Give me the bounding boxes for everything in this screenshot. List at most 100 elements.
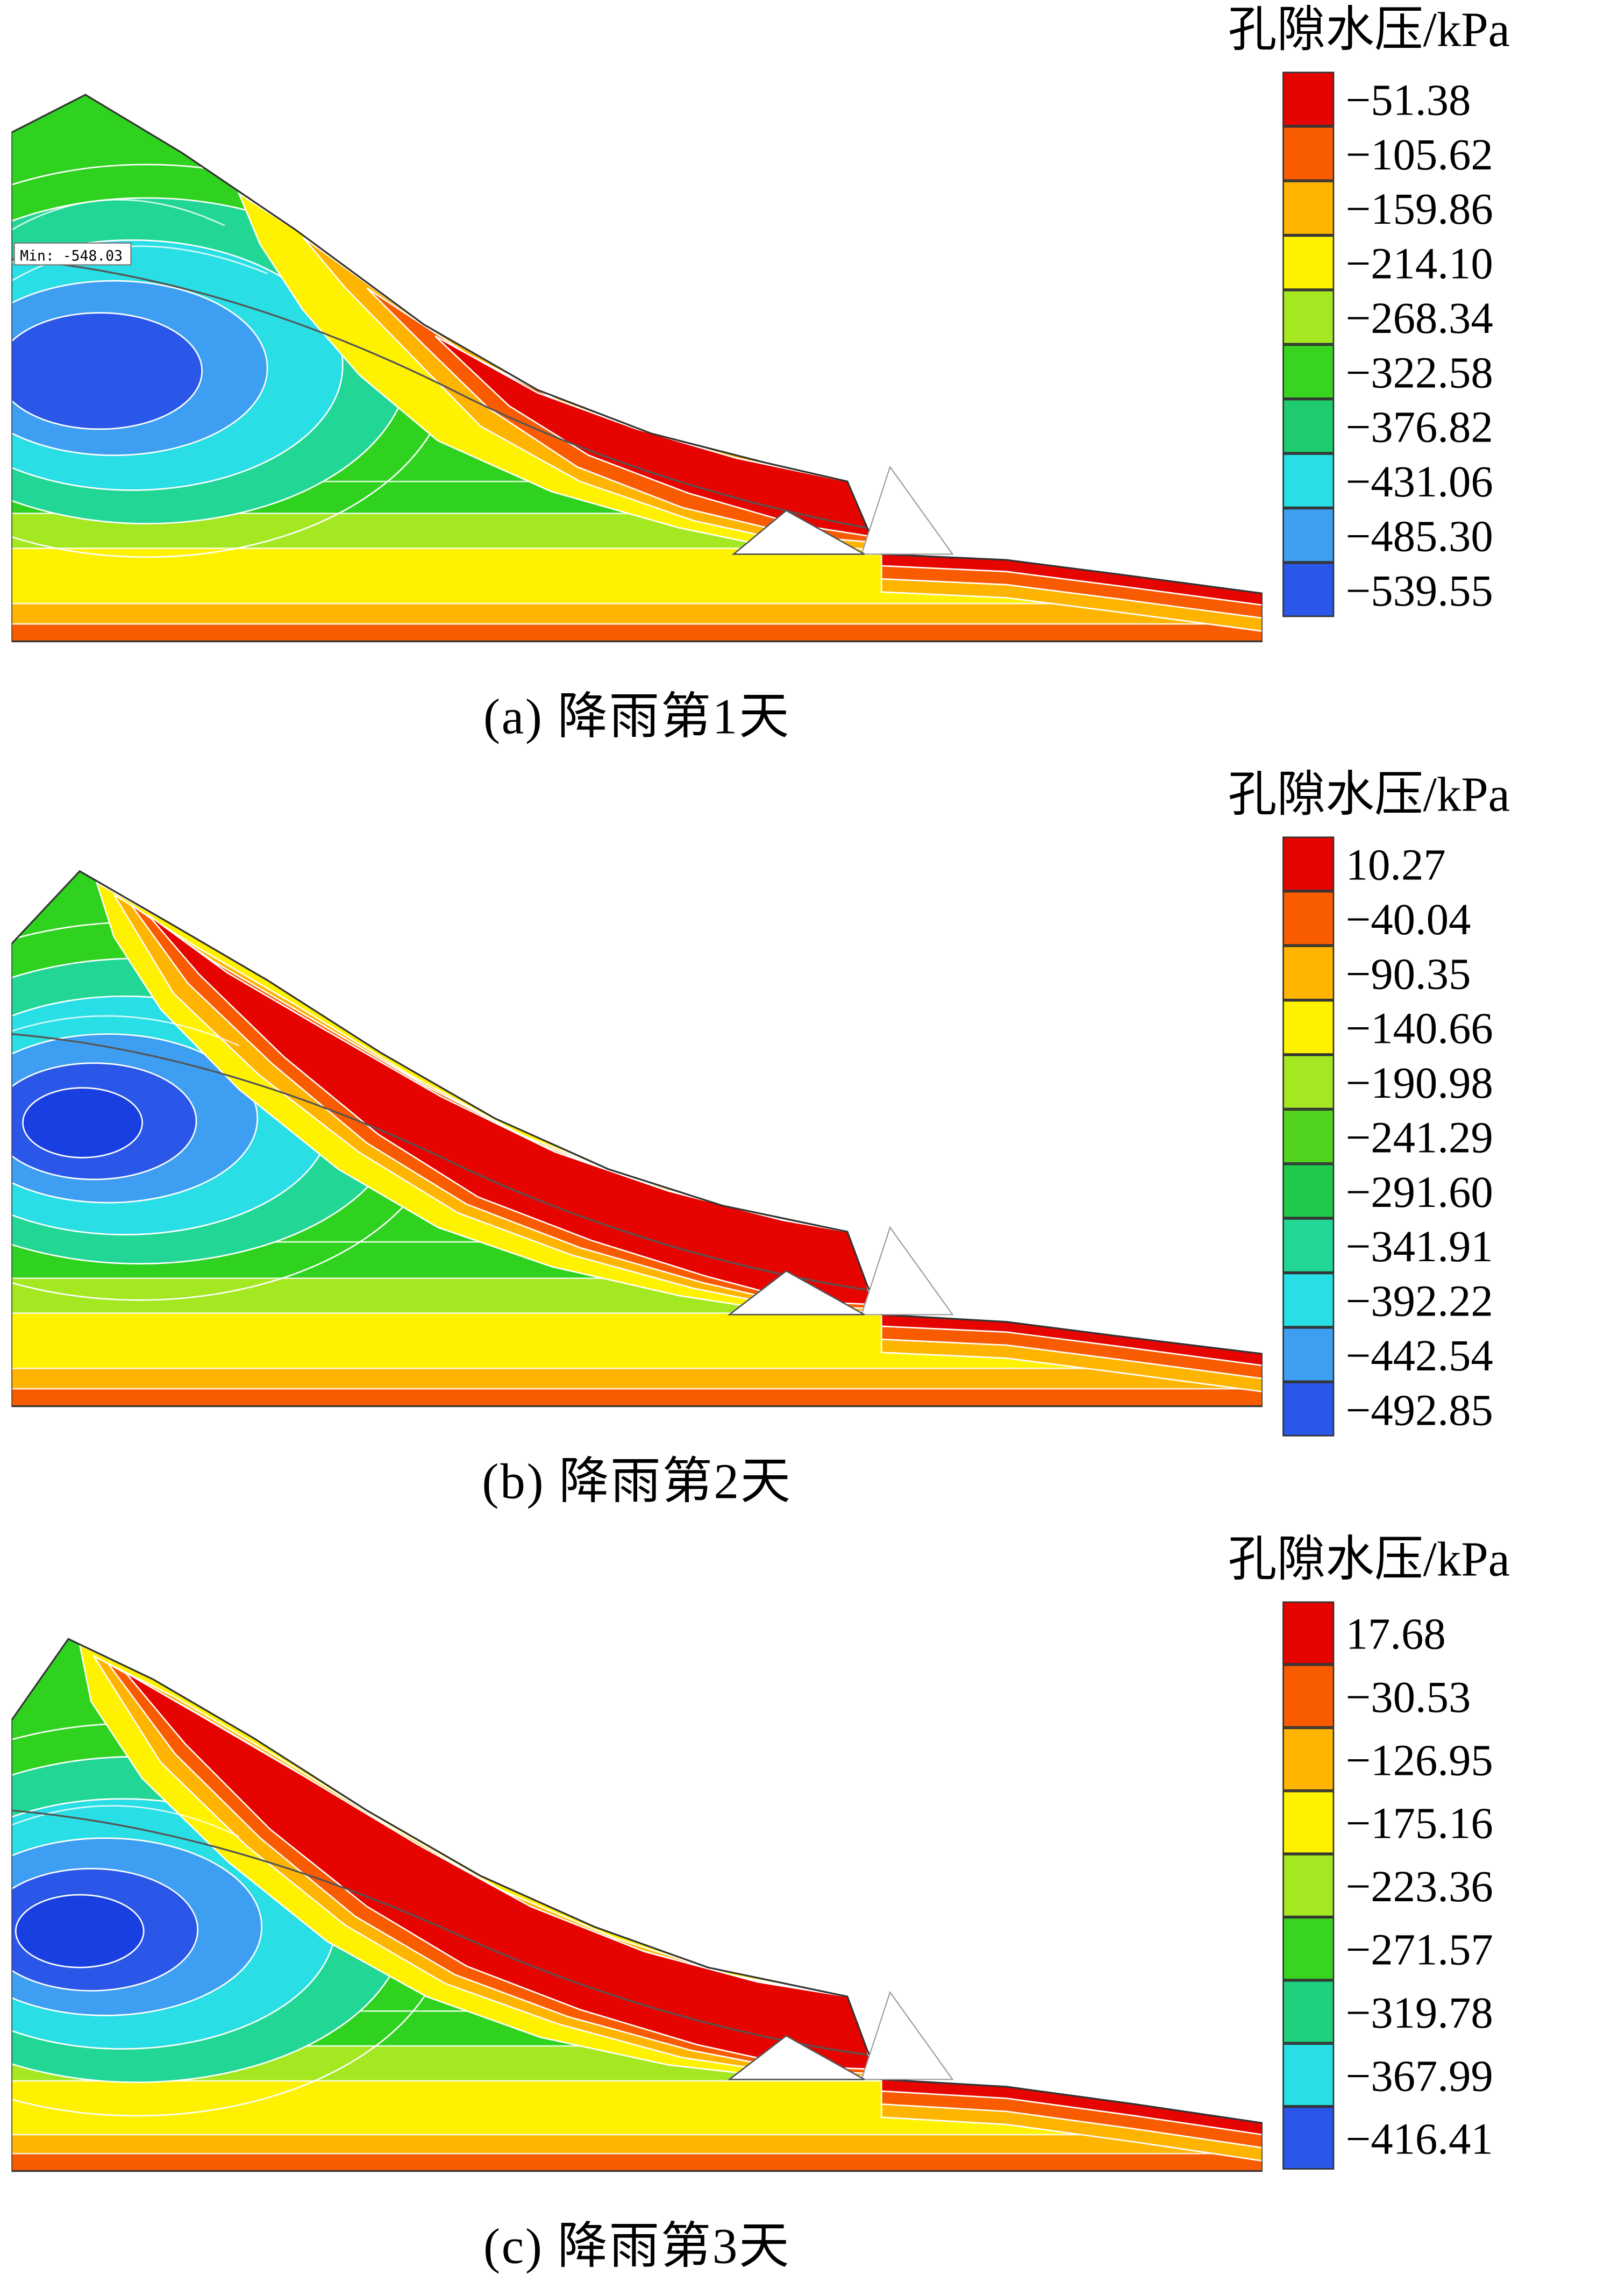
cold-navy-core bbox=[15, 1894, 145, 1968]
legend-row: −126.95 bbox=[1282, 1728, 1609, 1792]
slip-line bbox=[11, 1809, 868, 2056]
legend-swatch bbox=[1282, 508, 1335, 563]
contour-plot-day1: Min: -548.03 bbox=[11, 94, 1263, 643]
cold-navy-core bbox=[22, 1087, 143, 1158]
legend-row: −485.30 bbox=[1282, 508, 1609, 564]
legend-swatch bbox=[1282, 1000, 1335, 1055]
legend-title: 孔隙水压/kPa bbox=[1228, 1534, 1510, 1587]
legend-value: −341.91 bbox=[1345, 1220, 1493, 1271]
band-red bbox=[124, 1672, 874, 2070]
legend-row: 10.27 bbox=[1282, 837, 1609, 892]
legend-row: −539.55 bbox=[1282, 563, 1609, 618]
legend-row: −319.78 bbox=[1282, 1980, 1609, 2044]
caption-day2: (b) 降雨第2天 bbox=[482, 1453, 792, 1510]
legend-swatch bbox=[1282, 399, 1335, 454]
legend-swatch bbox=[1282, 1791, 1335, 1854]
contour-plot-day3 bbox=[11, 1638, 1263, 2172]
legend-row: −190.98 bbox=[1282, 1055, 1609, 1110]
legend-row: −322.58 bbox=[1282, 345, 1609, 400]
legend-swatch bbox=[1282, 837, 1335, 892]
legend-swatch bbox=[1282, 946, 1335, 1001]
legend-day1: 孔隙水压/kPa −51.38 −105.62 −159.86 −214.10 −268… bbox=[1228, 3, 1610, 618]
legend-swatch bbox=[1282, 1917, 1335, 1981]
legend-swatch bbox=[1282, 1665, 1335, 1729]
contour-fill-region bbox=[11, 95, 1263, 642]
legend-swatch bbox=[1282, 1055, 1335, 1110]
legend-value: −367.99 bbox=[1345, 2050, 1493, 2101]
legend-row: −90.35 bbox=[1282, 946, 1609, 1001]
legend-row: −175.16 bbox=[1282, 1791, 1609, 1855]
legend-row: −291.60 bbox=[1282, 1164, 1609, 1219]
legend-value: −30.53 bbox=[1345, 1671, 1471, 1722]
legend-swatch bbox=[1282, 1602, 1335, 1665]
legend-value: −271.57 bbox=[1345, 1924, 1493, 1974]
legend-row: −214.10 bbox=[1282, 236, 1609, 291]
legend-value: −539.55 bbox=[1345, 565, 1493, 616]
legend-value: −175.16 bbox=[1345, 1797, 1493, 1848]
legend-value: −431.06 bbox=[1345, 456, 1493, 507]
legend-row: −442.54 bbox=[1282, 1327, 1609, 1383]
legend-value: −492.85 bbox=[1345, 1384, 1493, 1435]
legend-row: −223.36 bbox=[1282, 1854, 1609, 1918]
caption-day1: (a) 降雨第1天 bbox=[483, 688, 791, 745]
legend-swatch bbox=[1282, 181, 1335, 236]
legend-value: −214.10 bbox=[1345, 238, 1493, 288]
legend-value: −90.35 bbox=[1345, 948, 1471, 999]
legend-value: −105.62 bbox=[1345, 129, 1493, 179]
legend-title: 孔隙水压/kPa bbox=[1228, 769, 1510, 822]
legend-day2: 孔隙水压/kPa 10.27 −40.04 −90.35 −140.66 −190.98… bbox=[1228, 767, 1610, 1437]
min-annotation-text: Min: -548.03 bbox=[20, 247, 123, 264]
legend-value: −241.29 bbox=[1345, 1112, 1493, 1162]
bench-wedge bbox=[860, 1991, 954, 2080]
legend-swatch bbox=[1282, 453, 1335, 509]
legend-value: −159.86 bbox=[1345, 183, 1493, 234]
slip-line bbox=[11, 1033, 868, 1291]
legend-swatch bbox=[1282, 1164, 1335, 1219]
legend-swatch bbox=[1282, 1273, 1335, 1328]
contour-plot-day2 bbox=[11, 870, 1263, 1408]
legend-swatch bbox=[1282, 126, 1335, 181]
legend-value: −392.22 bbox=[1345, 1275, 1493, 1326]
legend-row: −416.41 bbox=[1282, 2107, 1609, 2171]
legend-swatch bbox=[1282, 72, 1335, 127]
caption-day3: (c) 降雨第3天 bbox=[483, 2218, 791, 2274]
legend-swatch bbox=[1282, 1980, 1335, 2044]
legend-swatch bbox=[1282, 236, 1335, 290]
legend-value: 10.27 bbox=[1345, 839, 1446, 890]
legend-row: −140.66 bbox=[1282, 1000, 1609, 1056]
min-annotation: Min: -548.03 bbox=[13, 242, 132, 266]
legend-colorbar: −51.38 −105.62 −159.86 −214.10 −268.34 −322.5… bbox=[1282, 72, 1609, 619]
legend-value: −416.41 bbox=[1345, 2113, 1493, 2164]
panel-rain-day-3: 孔隙水压/kPa 17.68 −30.53 −126.95 −175.16 −223.3… bbox=[0, 1530, 1611, 2294]
legend-swatch bbox=[1282, 1382, 1335, 1437]
legend-swatch bbox=[1282, 891, 1335, 947]
white-triangle bbox=[727, 1270, 865, 1316]
legend-value: −268.34 bbox=[1345, 292, 1493, 343]
panel-rain-day-2: 孔隙水压/kPa 10.27 −40.04 −90.35 −140.66 −190.98… bbox=[0, 765, 1611, 1530]
legend-value: −140.66 bbox=[1345, 1003, 1493, 1053]
legend-row: −271.57 bbox=[1282, 1917, 1609, 1981]
legend-row: −431.06 bbox=[1282, 453, 1609, 509]
legend-row: 17.68 bbox=[1282, 1602, 1609, 1666]
legend-swatch bbox=[1282, 2107, 1335, 2170]
legend-row: −392.22 bbox=[1282, 1273, 1609, 1328]
legend-row: −492.85 bbox=[1282, 1382, 1609, 1437]
white-triangle bbox=[731, 509, 865, 555]
legend-title: 孔隙水压/kPa bbox=[1228, 4, 1510, 58]
domain-outline bbox=[11, 870, 1263, 1408]
legend-swatch bbox=[1282, 563, 1335, 618]
legend-row: −376.82 bbox=[1282, 399, 1609, 454]
legend-colorbar: 17.68 −30.53 −126.95 −175.16 −223.36 −271.57 −… bbox=[1282, 1602, 1609, 2171]
legend-row: −105.62 bbox=[1282, 126, 1609, 182]
legend-value: 17.68 bbox=[1345, 1608, 1446, 1659]
legend-value: −322.58 bbox=[1345, 347, 1493, 397]
legend-swatch bbox=[1282, 345, 1335, 400]
legend-value: −485.30 bbox=[1345, 510, 1493, 561]
legend-row: −30.53 bbox=[1282, 1665, 1609, 1729]
cold-blue-core bbox=[11, 312, 203, 430]
legend-value: −126.95 bbox=[1345, 1735, 1493, 1785]
legend-swatch bbox=[1282, 2044, 1335, 2107]
legend-colorbar: 10.27 −40.04 −90.35 −140.66 −190.98 −241.29 −2… bbox=[1282, 837, 1609, 1438]
legend-value: −40.04 bbox=[1345, 893, 1471, 944]
legend-row: −341.91 bbox=[1282, 1218, 1609, 1274]
